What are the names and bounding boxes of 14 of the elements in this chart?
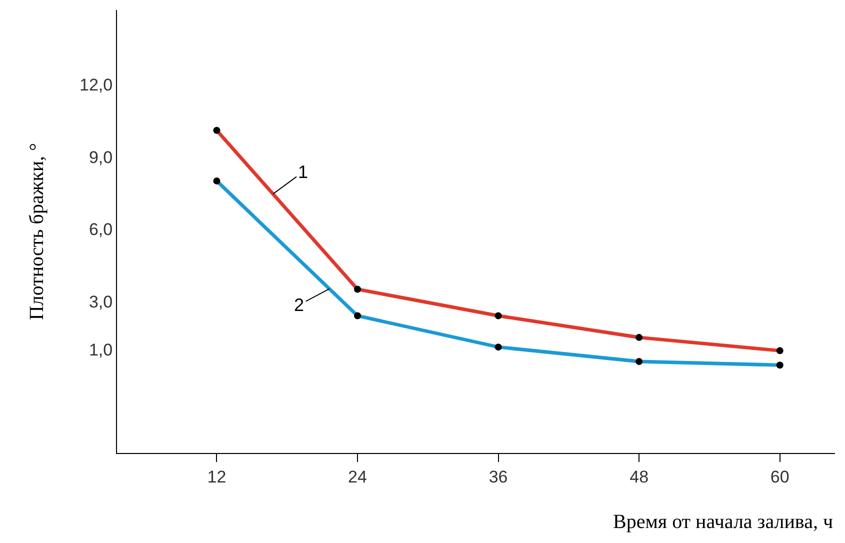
- y-tick-label: 6,0: [88, 220, 113, 240]
- x-axis-title: Время от начала залива, ч: [613, 511, 834, 533]
- x-tick-label: 12: [207, 467, 226, 486]
- x-tick-label: 24: [348, 467, 367, 486]
- series-label: 1: [298, 162, 308, 182]
- y-tick-label: 12,0: [80, 76, 113, 95]
- y-tick-label: 3,0: [88, 292, 113, 312]
- x-tick-label: 36: [488, 467, 508, 486]
- x-tick-label: 48: [630, 467, 649, 486]
- y-axis-title: Плотность бражки, °: [26, 142, 48, 320]
- legend-label: 2: [294, 295, 304, 315]
- y-tick-label: 9,0: [88, 148, 113, 167]
- x-tick-label: 60: [770, 467, 790, 486]
- y-tick-label: 1,0: [88, 340, 113, 360]
